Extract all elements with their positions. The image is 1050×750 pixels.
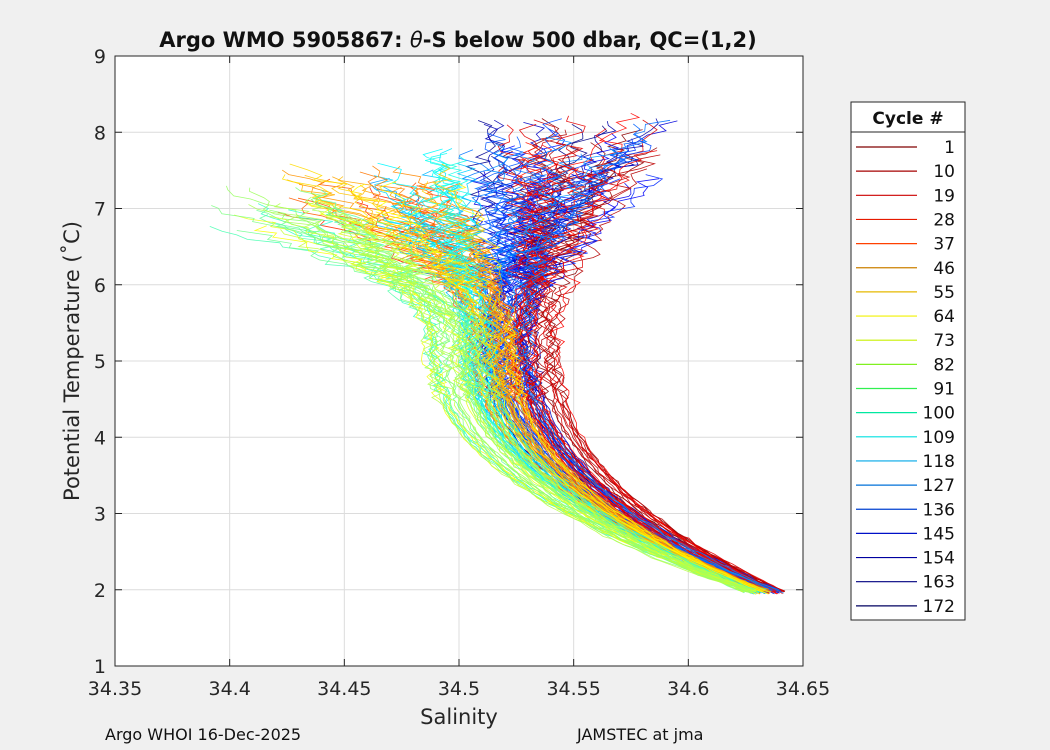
legend-label: 91 [933,380,955,400]
legend-label: 154 [923,549,955,569]
profile-line [316,238,745,592]
profile-line [318,202,744,593]
profile-line [528,167,776,592]
profile-line [510,115,778,593]
legend-label: 118 [923,452,955,472]
x-tick-label: 34.65 [776,678,830,700]
profile-line [509,128,763,592]
y-tick-label: 6 [94,275,106,297]
legend-label: 136 [923,500,955,520]
profile-line [549,168,776,590]
legend-label: 109 [923,428,955,448]
axis-ticks: 34.35 34.4 34.45 34.5 34.55 34.6 34.65 1 2 3 4 5 6 7 8… [88,46,830,700]
profile-line [519,136,771,592]
profile-line [447,183,767,594]
legend-title: Cycle # [872,109,943,129]
profile-line [347,232,757,590]
profile-line [269,209,748,593]
legend-label: 82 [933,355,955,375]
profile-line [356,218,748,592]
legend-label: 64 [933,307,955,327]
profile-line [512,128,779,595]
footer-left-credit: Argo WHOI 16-Dec-2025 [105,725,302,744]
legend-label: 37 [933,235,955,255]
legend-label: 127 [923,476,955,496]
legend: Cycle # 1 10 19 28 37 46 55 64 73 82 91 100 109 118 12… [850,101,966,621]
profile-line [273,203,751,593]
y-tick-label: 2 [94,580,106,602]
legend-label: 145 [923,524,955,544]
legend-label: 1 [944,138,955,158]
legend-label: 163 [923,573,955,593]
y-tick-label: 8 [94,122,106,144]
legend-label: 100 [923,404,955,424]
profile-line [421,181,761,590]
profile-line [518,123,784,591]
chart-title: Argo WMO 5905867: θ-S below 500 dbar, QC… [159,28,756,52]
profile-line [376,217,752,591]
profile-lines [209,112,786,595]
profile-line [269,215,757,593]
profile-line [518,118,785,592]
profile-line [305,200,766,591]
y-tick-label: 7 [94,199,106,221]
x-tick-label: 34.4 [209,678,251,700]
profile-line [248,204,750,592]
profile-line [316,200,756,593]
legend-label: 55 [933,283,955,303]
legend-label: 19 [933,186,955,206]
x-tick-label: 34.6 [667,678,709,700]
legend-label: 73 [933,331,955,351]
y-tick-label: 5 [94,351,106,373]
profile-line [351,183,769,595]
profile-line [256,210,755,595]
x-tick-label: 34.45 [317,678,371,700]
profile-line [522,179,773,591]
y-tick-label: 9 [94,46,106,68]
y-axis-label: Potential Temperature (˚C) [60,221,84,501]
legend-label: 10 [933,162,955,182]
profile-line [311,192,765,592]
x-tick-label: 34.55 [546,678,600,700]
profile-line [226,185,751,592]
legend-label: 46 [933,259,955,279]
profile-line [280,229,745,591]
profile-line [418,180,758,593]
x-tick-label: 34.35 [88,678,142,700]
legend-label: 28 [933,210,955,230]
y-tick-label: 4 [94,427,106,449]
y-tick-label: 1 [94,656,106,678]
profile-line [304,196,753,590]
profile-line [550,112,773,593]
legend-label: 172 [923,597,955,617]
x-axis-label: Salinity [420,705,498,729]
y-tick-label: 3 [94,504,106,526]
footer-right-credit: JAMSTEC at jma [577,725,704,744]
profile-line [513,154,776,593]
x-tick-label: 34.5 [438,678,480,700]
